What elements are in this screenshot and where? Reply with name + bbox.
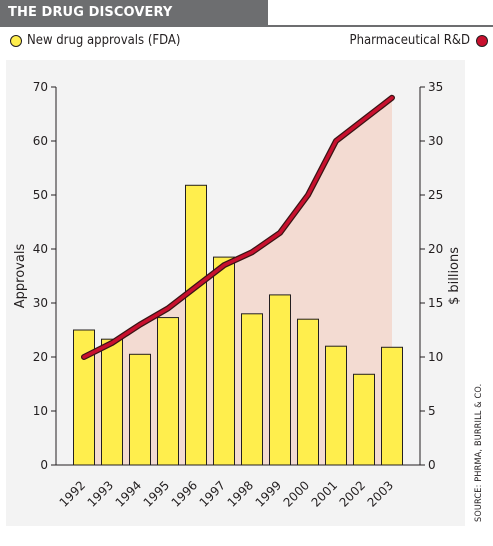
bar [297, 318, 319, 466]
y-tick-label-left: 40 [33, 242, 48, 256]
bar [213, 256, 235, 466]
chart-title: THE DRUG DISCOVERY 'INNOVATION GAP' [0, 0, 268, 45]
bar [185, 184, 207, 466]
y-tick-label-left: 20 [33, 350, 48, 364]
legend-approvals: New drug approvals (FDA) [10, 31, 180, 51]
y-tick-label-left: 70 [33, 80, 48, 94]
y-axis-title-right: $ billions [447, 247, 462, 305]
y-tick-label-right: 35 [428, 80, 443, 94]
legend-approvals-label: New drug approvals (FDA) [27, 33, 181, 48]
bar [129, 353, 151, 466]
bar [269, 294, 291, 466]
y-tick-label-left: 30 [33, 296, 48, 310]
bar [381, 346, 403, 466]
y-tick-label-right: 0 [428, 458, 436, 472]
y-tick-label-right: 30 [428, 134, 443, 148]
red-circle-icon [476, 35, 488, 47]
y-tick-label-right: 15 [428, 296, 443, 310]
source-note: SOURCE: PHRMA, BURRILL & CO. [474, 383, 484, 522]
bar [101, 338, 123, 466]
y-axis-title-left: Approvals [13, 244, 28, 309]
bar [241, 313, 263, 466]
y-tick-label-right: 5 [428, 404, 436, 418]
title-rule [0, 25, 493, 27]
y-tick-label-left: 50 [33, 188, 48, 202]
y-tick-label-left: 10 [33, 404, 48, 418]
y-tick-label-right: 25 [428, 188, 443, 202]
y-tick-label-left: 60 [33, 134, 48, 148]
bar [157, 317, 179, 466]
y-tick-label-right: 20 [428, 242, 443, 256]
y-tick-label-right: 10 [428, 350, 443, 364]
bar [353, 373, 375, 466]
y-tick-label-left: 0 [40, 458, 48, 472]
legend-rnd-label: Pharmaceutical R&D [349, 33, 470, 48]
yellow-circle-icon [10, 35, 22, 47]
rnd-line [82, 96, 394, 359]
bar [325, 345, 347, 466]
legend-rnd: Pharmaceutical R&D [350, 31, 488, 51]
